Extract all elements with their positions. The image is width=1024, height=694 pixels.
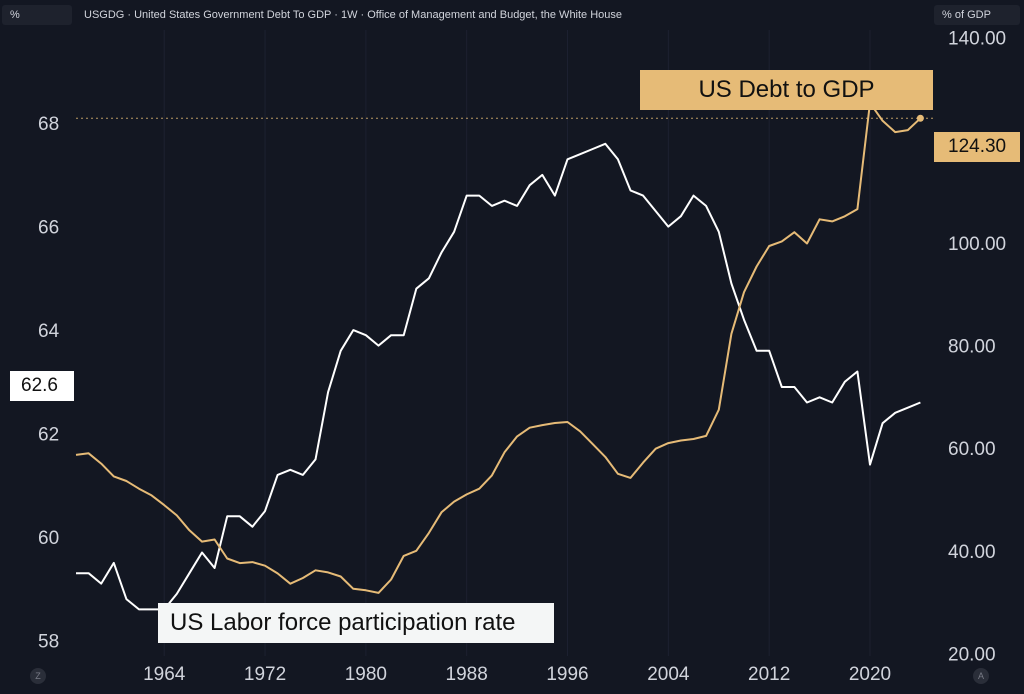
- left-tick-label: 58: [38, 631, 59, 652]
- x-tick-label: 1964: [143, 664, 186, 685]
- debt-last-point: [916, 114, 924, 122]
- labor-series-line: [76, 142, 921, 611]
- left-axis-unit[interactable]: %: [2, 5, 72, 25]
- x-tick-label: 1980: [345, 664, 387, 685]
- labor-last-value-badge: 62.6: [10, 371, 74, 401]
- x-tick-label: 2020: [849, 664, 891, 685]
- chart-header-title: USGDG · United States Government Debt To…: [84, 9, 623, 21]
- left-tick-label: 68: [38, 114, 59, 135]
- x-tick-label: 1996: [546, 664, 588, 685]
- auto-scale-right-button[interactable]: A: [973, 668, 989, 684]
- right-tick-label: 140.00: [948, 29, 1006, 50]
- x-tick-label: 2012: [748, 664, 790, 685]
- right-tick-label: 60.00: [948, 439, 996, 460]
- right-tick-label: 80.00: [948, 337, 996, 358]
- right-tick-label: 100.00: [948, 234, 1006, 255]
- left-tick-label: 66: [38, 218, 59, 239]
- x-tick-label: 1988: [446, 664, 488, 685]
- labor-series-label: US Labor force participation rate: [158, 603, 554, 643]
- auto-scale-left-button[interactable]: Z: [30, 668, 46, 684]
- debt-last-value-badge: 124.30: [934, 132, 1020, 162]
- debt-series-label: US Debt to GDP: [640, 70, 933, 110]
- right-axis-unit[interactable]: % of GDP: [934, 5, 1020, 25]
- right-tick-label: 40.00: [948, 542, 996, 563]
- x-tick-label: 2004: [647, 664, 690, 685]
- right-tick-label: 20.00: [948, 644, 996, 665]
- x-tick-label: 1972: [244, 664, 286, 685]
- debt-series-line: [75, 101, 922, 594]
- left-tick-label: 62: [38, 425, 59, 446]
- left-tick-label: 60: [38, 528, 59, 549]
- left-tick-label: 64: [38, 321, 60, 342]
